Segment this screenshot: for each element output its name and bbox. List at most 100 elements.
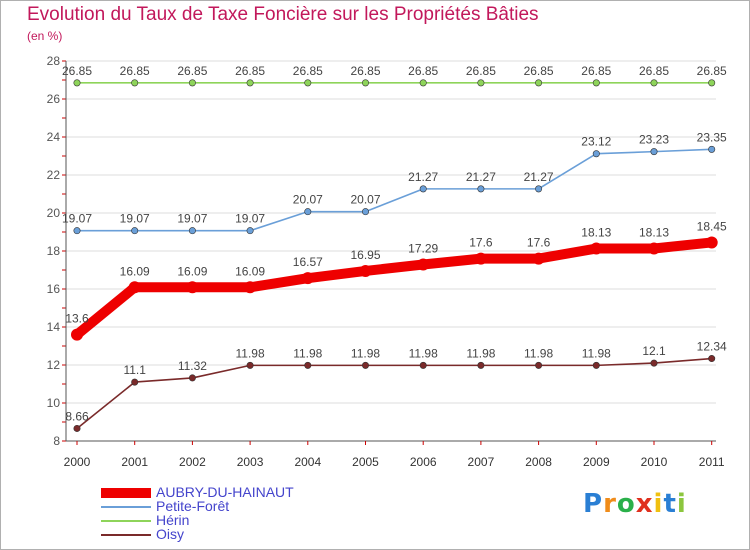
data-label: 20.07 (293, 193, 323, 207)
data-point (590, 242, 603, 255)
logo-letter: t (663, 489, 677, 519)
y-tick-label: 24 (47, 130, 61, 144)
data-point (532, 252, 545, 265)
data-point (474, 252, 487, 265)
logo-letter: r (603, 489, 617, 519)
data-label: 26.85 (350, 64, 380, 78)
x-tick-label: 2011 (699, 455, 725, 469)
data-label: 12.1 (642, 344, 666, 358)
x-tick-label: 2008 (525, 455, 552, 469)
data-point (708, 145, 716, 153)
data-point (246, 227, 254, 235)
data-label: 11.98 (582, 346, 611, 360)
data-label: 18.13 (581, 226, 611, 240)
x-tick-label: 2004 (294, 455, 321, 469)
data-label: 26.85 (466, 64, 496, 78)
data-point (708, 79, 716, 87)
data-point (419, 361, 427, 369)
data-label: 11.98 (466, 346, 495, 360)
data-point (73, 79, 81, 87)
data-point (128, 281, 141, 294)
data-point (477, 79, 485, 87)
data-label: 18.13 (639, 226, 669, 240)
x-tick-label: 2003 (237, 455, 264, 469)
legend-label: AUBRY-DU-HAINAUT (156, 484, 294, 500)
data-label: 17.6 (469, 236, 493, 250)
logo-letter: P (583, 489, 604, 519)
data-point (304, 208, 312, 216)
data-label: 20.07 (350, 193, 380, 207)
data-point (361, 208, 369, 216)
data-label: 19.07 (177, 212, 207, 226)
series-line (72, 237, 717, 340)
x-tick-label: 2005 (352, 455, 379, 469)
legend-swatch (101, 520, 151, 522)
data-point (361, 361, 369, 369)
data-label: 11.98 (236, 346, 265, 360)
data-point (73, 227, 81, 235)
legend-label: Petite-Forêt (156, 498, 230, 514)
y-tick-label: 14 (47, 320, 61, 334)
data-point (477, 361, 485, 369)
series-line (76, 357, 713, 430)
x-tick-label: 2006 (410, 455, 437, 469)
data-label: 11.98 (409, 346, 438, 360)
y-tick-label: 28 (47, 54, 61, 68)
x-tick-label: 2009 (583, 455, 610, 469)
y-tick-label: 20 (47, 206, 61, 220)
data-point (131, 79, 139, 87)
series-line (76, 148, 713, 232)
chart-title: Evolution du Taux de Taxe Foncière sur l… (27, 4, 539, 25)
series-petite-for-t: 19.07 19.07 19.07 19.07 20.07 20.07 21.27 21.27… (62, 130, 727, 235)
data-point (188, 79, 196, 87)
data-label: 21.27 (524, 170, 554, 184)
data-label: 26.85 (639, 64, 669, 78)
y-tick-label: 8 (53, 434, 60, 448)
chart-subtitle: (en %) (27, 29, 63, 43)
data-label: 21.27 (466, 170, 496, 184)
data-label: 16.95 (350, 248, 380, 262)
data-label: 11.32 (178, 359, 207, 373)
data-label: 26.85 (524, 64, 554, 78)
data-point (131, 227, 139, 235)
data-point (188, 374, 196, 382)
x-tick-label: 2007 (468, 455, 495, 469)
data-label: 19.07 (235, 212, 265, 226)
data-label: 23.35 (697, 130, 727, 144)
logo-letter: x (635, 489, 654, 519)
data-label: 26.85 (581, 64, 611, 78)
data-label: 12.34 (697, 340, 727, 354)
logo-letter: i (676, 489, 687, 519)
series-oisy: 8.66 11.1 11.32 11.98 11.98 11.98 11.98 11.98 11… (65, 340, 727, 432)
data-point (246, 79, 254, 87)
data-point (417, 258, 430, 271)
data-label: 26.85 (697, 64, 727, 78)
data-label: 26.85 (62, 64, 92, 78)
data-point (71, 328, 83, 341)
data-point (650, 79, 658, 87)
data-point (535, 79, 543, 87)
data-point (650, 359, 658, 367)
data-point (592, 150, 600, 158)
data-label: 26.85 (235, 64, 265, 78)
data-label: 23.23 (639, 133, 669, 147)
data-point (708, 355, 716, 363)
data-label: 11.98 (293, 346, 322, 360)
y-tick-label: 12 (47, 358, 61, 372)
data-point (535, 185, 543, 193)
data-label: 26.85 (177, 64, 207, 78)
data-point (131, 378, 139, 386)
data-point (535, 361, 543, 369)
data-point (705, 236, 718, 249)
data-label: 16.09 (177, 264, 207, 278)
data-label: 23.12 (581, 135, 611, 149)
legend-label: Hérin (156, 512, 190, 528)
data-label: 17.29 (408, 241, 438, 255)
data-point (304, 79, 312, 87)
data-point (361, 79, 369, 87)
data-point (419, 185, 427, 193)
data-label: 11.98 (351, 346, 380, 360)
data-point (592, 361, 600, 369)
